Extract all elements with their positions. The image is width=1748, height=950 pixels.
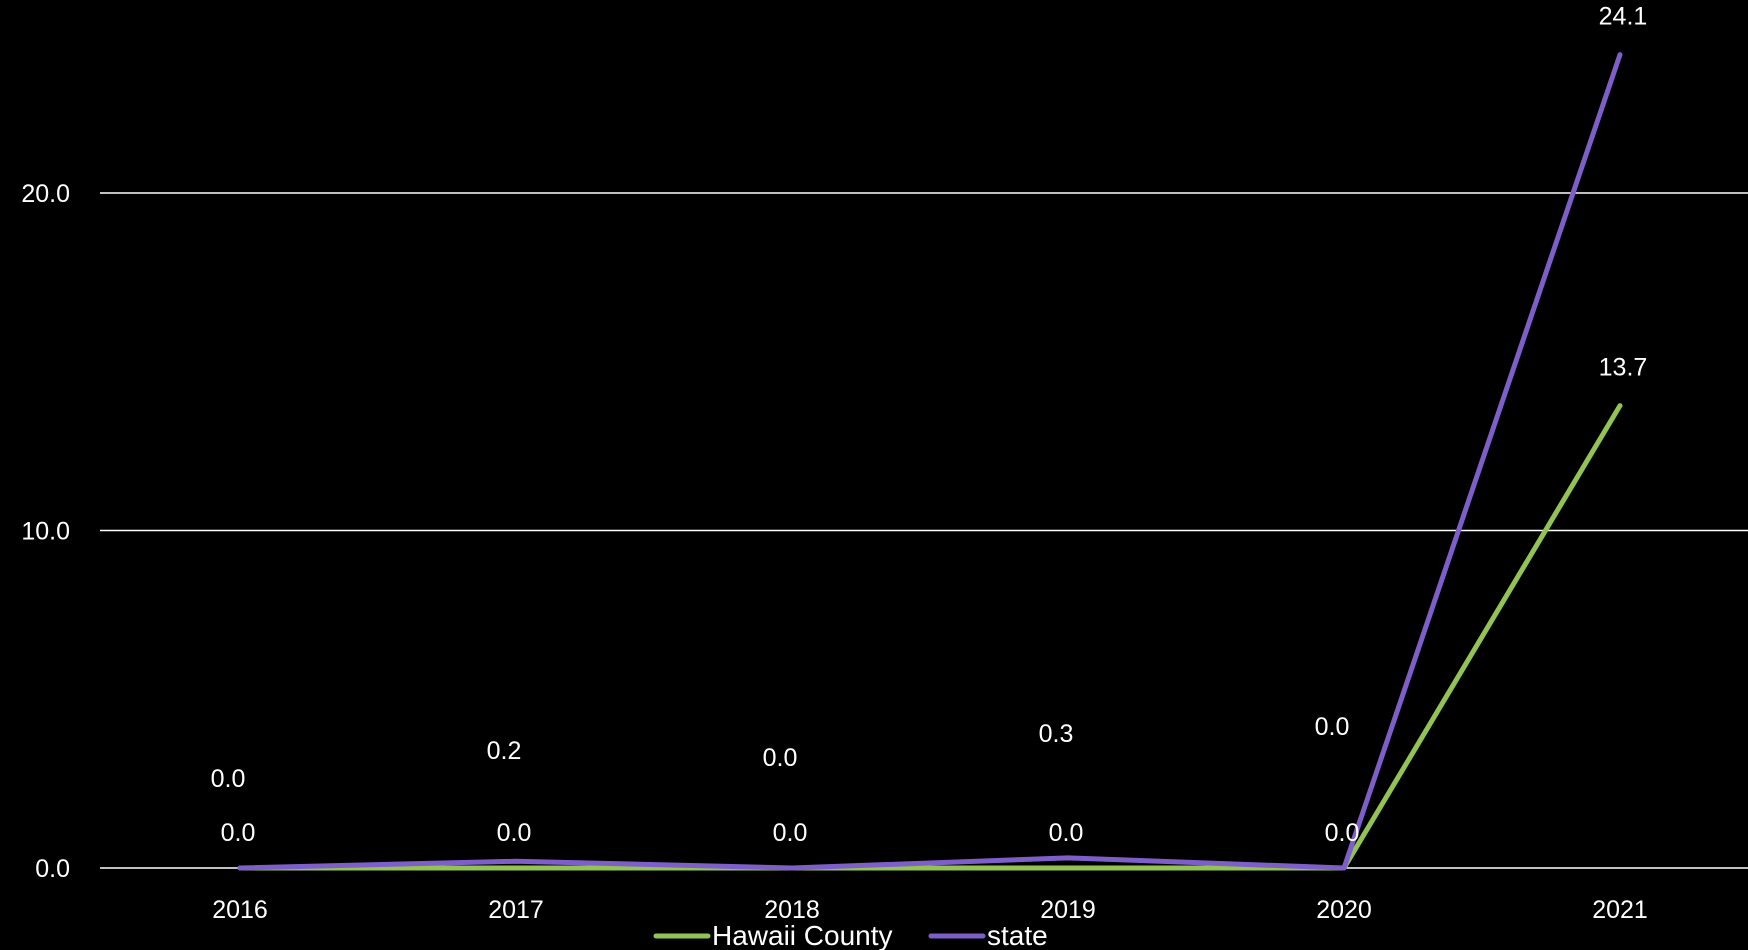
gridlines <box>100 192 1748 869</box>
data-label-state: 0.0 <box>1315 713 1350 741</box>
data-labels: 0.0 0.0 0.0 0.0 0.0 13.7 0.0 0.2 0.0 0.3 0.0 24.1 <box>211 3 1648 847</box>
legend-label-state: state <box>987 920 1048 950</box>
series-line-state <box>237 52 1623 871</box>
y-tick-label: 20.0 <box>21 180 70 208</box>
data-label-state: 24.1 <box>1599 3 1648 31</box>
series-line-hawaii-county <box>237 403 1623 871</box>
legend-label-hawaii-county: Hawaii County <box>712 920 893 950</box>
x-tick-label: 2018 <box>764 896 820 924</box>
x-tick-label: 2021 <box>1592 896 1648 924</box>
series-lines <box>237 52 1623 871</box>
x-axis-ticks: 2016 2017 2018 2019 2020 2021 <box>212 896 1648 924</box>
data-label-hawaii-county: 0.0 <box>1325 819 1360 847</box>
y-axis-ticks: 0.0 10.0 20.0 <box>21 180 70 883</box>
x-tick-label: 2016 <box>212 896 268 924</box>
y-tick-label: 10.0 <box>21 518 70 546</box>
data-label-hawaii-county: 0.0 <box>221 819 256 847</box>
data-label-state: 0.3 <box>1039 720 1074 748</box>
data-label-state: 0.0 <box>763 744 798 772</box>
y-tick-label: 0.0 <box>35 855 70 883</box>
data-label-state: 0.0 <box>211 765 246 793</box>
data-label-hawaii-county: 13.7 <box>1599 354 1648 382</box>
legend: Hawaii County state <box>653 920 1048 950</box>
x-tick-label: 2019 <box>1040 896 1096 924</box>
data-label-hawaii-county: 0.0 <box>497 819 532 847</box>
data-label-hawaii-county: 0.0 <box>1049 819 1084 847</box>
x-tick-label: 2020 <box>1316 896 1372 924</box>
data-label-hawaii-county: 0.0 <box>773 819 808 847</box>
data-label-state: 0.2 <box>487 737 522 765</box>
x-tick-label: 2017 <box>488 896 544 924</box>
